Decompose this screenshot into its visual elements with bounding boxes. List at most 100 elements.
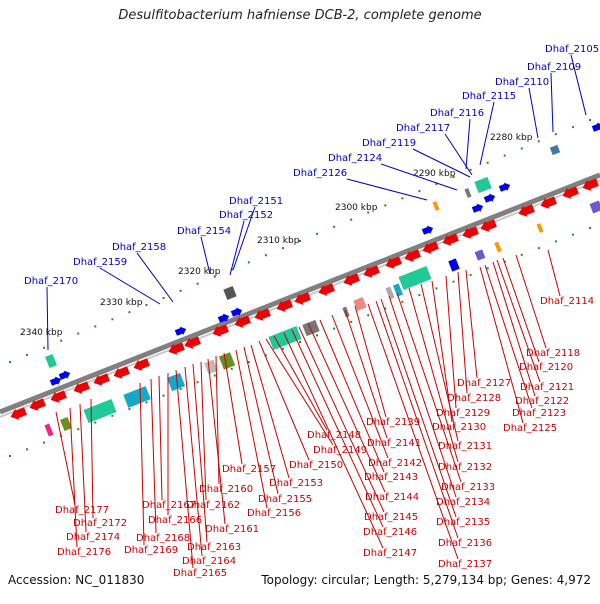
tick-dot-upper bbox=[384, 204, 387, 207]
gene-label-below: Dhaf_2142 bbox=[368, 458, 422, 469]
gene-label-below: Dhaf_2120 bbox=[519, 362, 573, 373]
tick-dot-lower bbox=[469, 273, 472, 276]
gene-label-below: Dhaf_2130 bbox=[432, 422, 486, 433]
gene-label-above: Dhaf_2119 bbox=[362, 138, 416, 149]
gene-label-below: Dhaf_2150 bbox=[289, 460, 343, 471]
gene-arrow-reverse bbox=[10, 407, 27, 420]
gene-leader-below bbox=[496, 259, 541, 383]
gene-arrow-reverse bbox=[404, 249, 421, 262]
gene-leader-below bbox=[547, 249, 561, 297]
tick-dot-lower bbox=[486, 267, 489, 270]
gene-leader-below bbox=[457, 271, 468, 394]
gene-label-below: Dhaf_2141 bbox=[367, 438, 421, 449]
gene-leader-below bbox=[319, 319, 385, 473]
gene-leader-below bbox=[479, 266, 524, 424]
gene-leader-below bbox=[367, 303, 459, 560]
tick-dot-lower bbox=[43, 441, 46, 444]
tick-dot-upper bbox=[60, 339, 63, 342]
gene-arrow-reverse bbox=[294, 292, 311, 305]
gene-leader-above bbox=[346, 178, 428, 201]
gene-block bbox=[448, 258, 460, 272]
gene-leader-below bbox=[431, 280, 453, 423]
gene-arrow-reverse bbox=[234, 315, 251, 328]
tick-dot-lower bbox=[9, 455, 11, 457]
tick-dot-upper bbox=[520, 147, 523, 150]
gene-arrow-reverse bbox=[168, 342, 185, 355]
gene-label-below: Dhaf_2121 bbox=[520, 382, 574, 393]
tick-dot-lower bbox=[26, 448, 29, 451]
gene-label-below: Dhaf_2147 bbox=[363, 548, 417, 559]
tick-dot-upper bbox=[247, 261, 250, 264]
tick-dot-upper bbox=[162, 296, 165, 299]
gene-block-steel bbox=[549, 144, 561, 156]
gene-label-above: Dhaf_2110 bbox=[495, 77, 549, 88]
gene-block bbox=[60, 416, 72, 432]
tick-dot-lower bbox=[418, 294, 421, 297]
tick-dot-upper bbox=[179, 289, 182, 292]
gene-leader-above bbox=[136, 252, 174, 303]
gene-leader-below bbox=[420, 283, 459, 442]
gene-leader-below bbox=[445, 275, 457, 409]
gene-leader-below bbox=[396, 292, 462, 483]
tick-dot-lower bbox=[537, 247, 540, 250]
gene-leader-above bbox=[412, 148, 471, 178]
tick-dot-upper bbox=[213, 275, 216, 278]
gene-label-above: Dhaf_2152 bbox=[219, 210, 273, 221]
gene-arrow-reverse bbox=[540, 196, 557, 209]
tick-dot-lower bbox=[94, 421, 97, 424]
gene-label-below: Dhaf_2164 bbox=[182, 556, 236, 567]
gene-leader-below bbox=[200, 361, 207, 501]
gene-leader-below bbox=[354, 305, 387, 418]
gene-block bbox=[494, 241, 502, 253]
gene-arrow-reverse bbox=[73, 381, 90, 394]
gene-arrow-forward bbox=[230, 307, 243, 317]
gene-label-below: Dhaf_2145 bbox=[364, 512, 418, 523]
gene-leader-below bbox=[207, 358, 226, 525]
gene-arrow-reverse bbox=[518, 204, 535, 217]
tick-dot-lower bbox=[367, 314, 370, 317]
gene-label-below: Dhaf_2176 bbox=[57, 547, 111, 558]
gene-arrow-forward bbox=[498, 182, 511, 192]
gene-label-below: Dhaf_2156 bbox=[247, 508, 301, 519]
gene-arrow-reverse bbox=[582, 178, 599, 191]
gene-leader-below bbox=[175, 369, 194, 569]
genome-backbone bbox=[0, 172, 600, 415]
tick-dot-lower bbox=[145, 401, 148, 404]
tick-dot-lower bbox=[333, 327, 336, 330]
gene-arrow-reverse bbox=[93, 373, 110, 386]
gene-label-below: Dhaf_2166 bbox=[148, 515, 202, 526]
gene-label-below: Dhaf_2144 bbox=[365, 492, 419, 503]
gene-leader-below bbox=[298, 326, 385, 513]
gene-block bbox=[268, 326, 302, 350]
gene-arrow-reverse bbox=[480, 219, 497, 232]
gene-label-below: Dhaf_2153 bbox=[269, 478, 323, 489]
tick-dot-upper bbox=[145, 304, 148, 307]
gene-leader-above bbox=[380, 163, 458, 191]
tick-dot-lower bbox=[247, 361, 250, 364]
gene-leader-below bbox=[307, 322, 386, 493]
gene-arrow-reverse bbox=[442, 233, 459, 246]
tick-dot-lower bbox=[435, 287, 438, 290]
tick-dot-upper bbox=[350, 218, 353, 221]
tick-dot-upper bbox=[128, 311, 131, 314]
tick-dot-upper bbox=[367, 211, 370, 214]
gene-label-below: Dhaf_2118 bbox=[526, 348, 580, 359]
gene-leader-above bbox=[570, 54, 587, 116]
gene-leader-below bbox=[388, 295, 457, 498]
kbp-scale-label: 2310 kbp bbox=[257, 236, 300, 246]
gene-arrow-reverse bbox=[318, 283, 335, 296]
tick-dot-upper bbox=[589, 119, 591, 121]
gene-label-below: Dhaf_2168 bbox=[136, 533, 190, 544]
gene-label-below: Dhaf_2169 bbox=[124, 545, 178, 556]
gene-label-above: Dhaf_2115 bbox=[462, 91, 516, 102]
gene-label-below: Dhaf_2177 bbox=[55, 505, 109, 516]
gene-block bbox=[44, 423, 54, 437]
gene-block-gray bbox=[223, 286, 237, 300]
tick-dot-lower bbox=[401, 300, 404, 303]
tick-dot-upper bbox=[435, 183, 438, 186]
gene-leader-below bbox=[515, 254, 547, 349]
gene-label-below: Dhaf_2123 bbox=[512, 408, 566, 419]
gene-arrow-reverse bbox=[133, 358, 150, 371]
gene-arrow-reverse bbox=[276, 299, 293, 312]
